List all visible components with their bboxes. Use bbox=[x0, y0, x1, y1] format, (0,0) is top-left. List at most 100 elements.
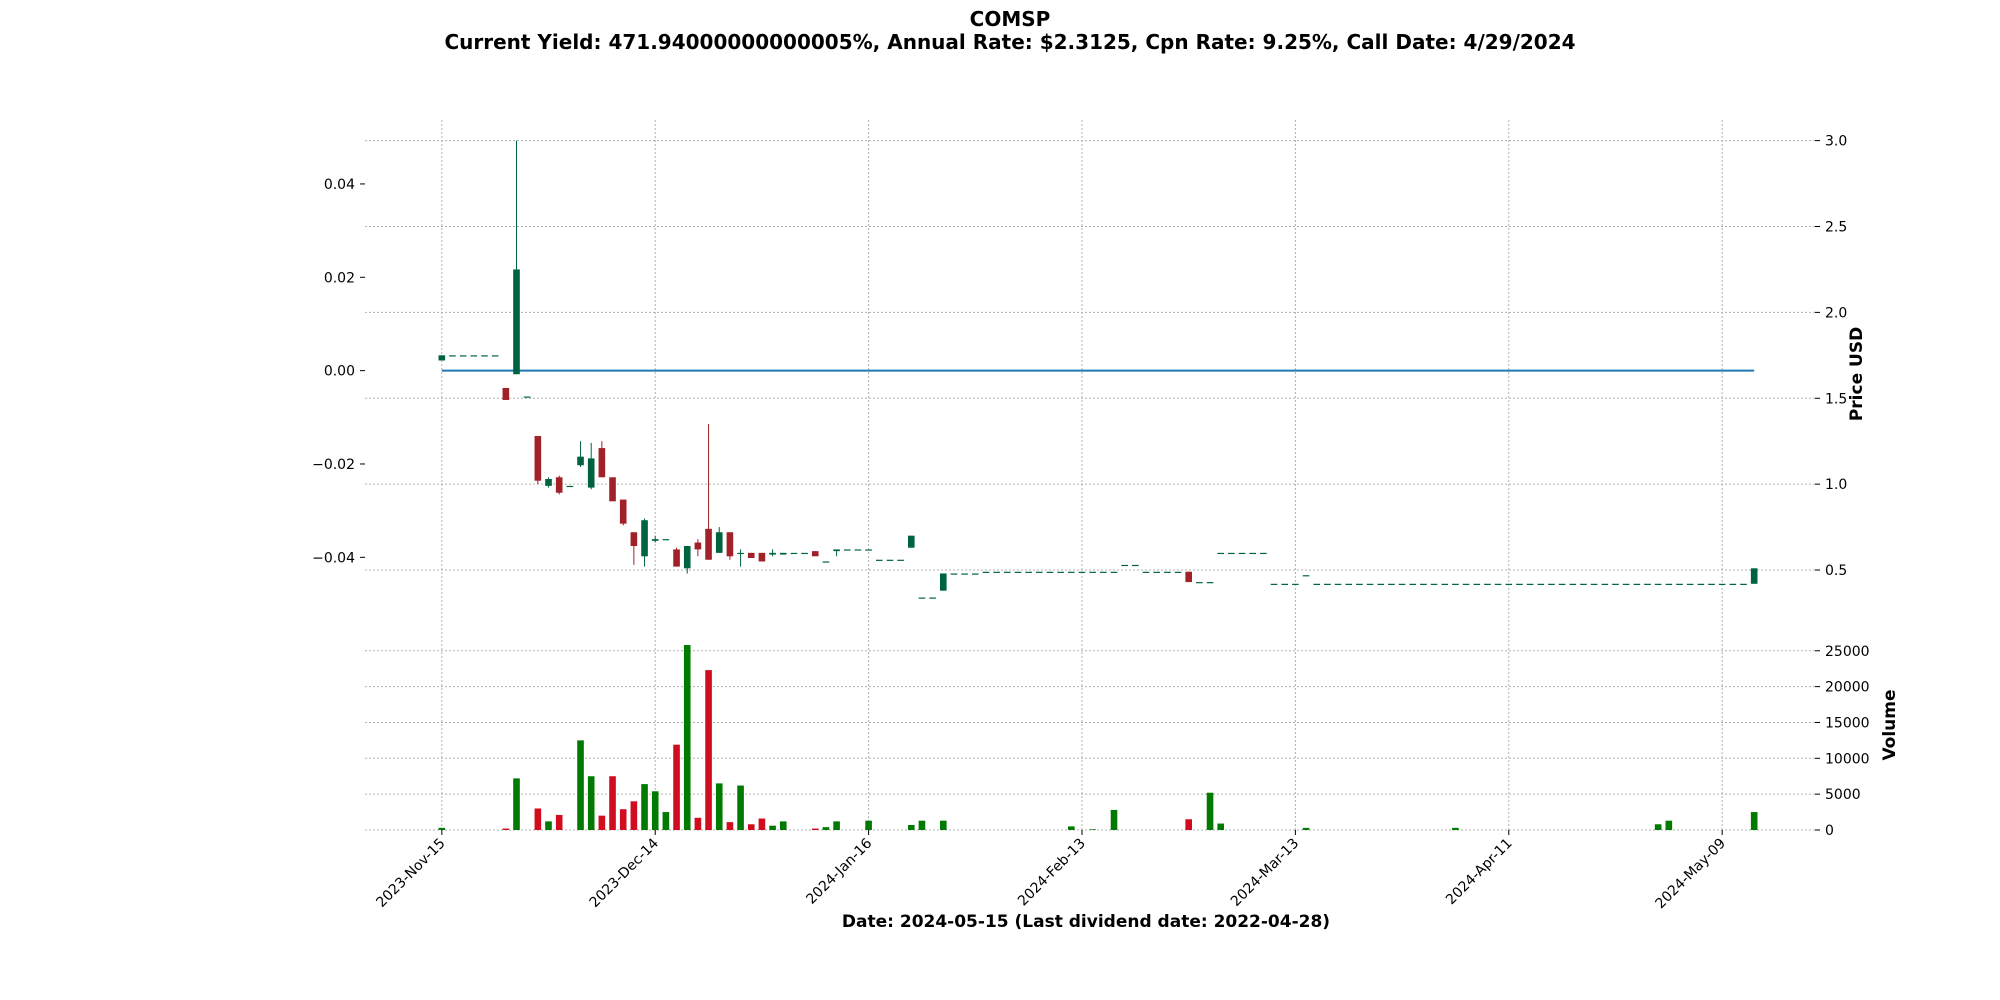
candle-body bbox=[545, 478, 552, 486]
candle-body bbox=[1537, 583, 1545, 585]
candle-body bbox=[1014, 571, 1022, 573]
volume-bar bbox=[939, 820, 947, 830]
candle-body bbox=[993, 571, 1000, 573]
candle-body bbox=[1302, 575, 1310, 577]
price-tick-label: 1.0 bbox=[1825, 477, 1847, 493]
candle-body bbox=[801, 552, 808, 555]
candle-body bbox=[513, 269, 520, 375]
candle-body bbox=[1441, 583, 1449, 585]
volume-bar bbox=[811, 828, 819, 830]
volume-bar bbox=[438, 827, 446, 830]
candle-body bbox=[1249, 552, 1257, 555]
candle-body bbox=[747, 552, 755, 559]
price-tick-label: 2.5 bbox=[1825, 219, 1847, 235]
candle-body bbox=[971, 573, 979, 575]
candle-body bbox=[438, 355, 446, 361]
yield-tick-label: −0.04 bbox=[312, 550, 355, 566]
volume-bar bbox=[737, 785, 744, 830]
candle-body bbox=[1452, 583, 1459, 585]
candle-body bbox=[481, 355, 488, 357]
candle-body bbox=[1644, 583, 1651, 585]
chart-title: COMSP bbox=[970, 7, 1051, 31]
candle-body bbox=[502, 387, 510, 400]
candle-body bbox=[1270, 583, 1278, 585]
x-tick-label: 2023-Nov-15 bbox=[373, 836, 448, 911]
candle-body bbox=[662, 539, 670, 541]
volume-bar bbox=[673, 744, 680, 830]
volume-bars-layer bbox=[438, 645, 1758, 830]
yield-tick-label: 0.02 bbox=[324, 270, 355, 286]
x-tick-label: 2024-Feb-13 bbox=[1015, 836, 1089, 910]
candle-body bbox=[769, 552, 776, 555]
candle-body bbox=[1089, 571, 1096, 573]
candle-body bbox=[609, 477, 616, 502]
yield-tick-label: −0.02 bbox=[312, 457, 355, 473]
candle-body bbox=[779, 552, 787, 555]
volume-bar bbox=[545, 821, 552, 830]
candle-body bbox=[694, 542, 702, 550]
candle-body bbox=[715, 532, 723, 553]
volume-tick-label: 5000 bbox=[1825, 787, 1861, 803]
candle-body bbox=[1526, 583, 1534, 585]
volume-bar bbox=[619, 809, 627, 830]
candle-body bbox=[961, 573, 968, 575]
candle-body bbox=[1516, 583, 1523, 585]
candle-body bbox=[1164, 571, 1171, 573]
candle-body bbox=[1036, 571, 1043, 573]
candle-body bbox=[1313, 583, 1321, 585]
candle-body bbox=[1334, 583, 1342, 585]
candle-body bbox=[449, 355, 456, 357]
candle-body bbox=[1729, 583, 1737, 585]
volume-bar bbox=[651, 791, 659, 830]
volume-bar bbox=[705, 670, 712, 830]
candle-body bbox=[843, 549, 851, 551]
candle-body bbox=[1121, 564, 1128, 567]
candle-body bbox=[1718, 583, 1726, 585]
candle-body bbox=[1484, 583, 1491, 585]
candle-body bbox=[907, 535, 915, 548]
candles-layer bbox=[438, 140, 1758, 599]
volume-bar bbox=[726, 822, 734, 830]
axis-ticks: 2023-Nov-15 2023-Dec-14 2024-Jan-16 2024-Fe… bbox=[312, 134, 1869, 912]
x-tick-label: 2024-Apr-11 bbox=[1443, 836, 1516, 909]
candle-body bbox=[1110, 571, 1118, 573]
candle-body bbox=[1708, 583, 1715, 585]
volume-bar bbox=[1068, 826, 1075, 830]
grid-lines bbox=[365, 120, 1815, 831]
candle-body bbox=[1260, 552, 1267, 555]
candle-body bbox=[1740, 583, 1747, 585]
candle-body bbox=[470, 355, 478, 357]
candle-body bbox=[1046, 571, 1054, 573]
volume-bar bbox=[641, 784, 648, 830]
candle-body bbox=[1004, 571, 1011, 573]
candle-body bbox=[939, 573, 947, 591]
candle-body bbox=[1057, 571, 1064, 573]
candle-body bbox=[1494, 583, 1502, 585]
candle-body bbox=[630, 532, 638, 546]
candle-body bbox=[897, 559, 904, 561]
candle-body bbox=[1654, 583, 1662, 585]
candle-body bbox=[1206, 582, 1214, 584]
candle-body bbox=[1398, 583, 1406, 585]
candle-body bbox=[705, 528, 712, 560]
yield-tick-label: 0.00 bbox=[324, 364, 355, 380]
volume-tick-label: 10000 bbox=[1825, 751, 1870, 767]
candle-body bbox=[1132, 564, 1139, 567]
candle-body bbox=[822, 561, 830, 563]
candle-body bbox=[726, 532, 734, 557]
candle-body bbox=[918, 597, 926, 599]
candle-body bbox=[1665, 583, 1673, 585]
candle-body bbox=[1185, 571, 1193, 583]
candle-body bbox=[1420, 583, 1427, 585]
candle-body bbox=[1676, 583, 1683, 585]
candle-body bbox=[1281, 583, 1289, 585]
x-tick-label: 2023-Dec-14 bbox=[587, 835, 662, 910]
candle-body bbox=[1366, 583, 1374, 585]
candle-body bbox=[1569, 583, 1577, 585]
candle-body bbox=[1068, 571, 1075, 573]
volume-bar bbox=[555, 814, 563, 830]
candle-body bbox=[1580, 583, 1587, 585]
candle-body bbox=[523, 396, 531, 398]
volume-bar bbox=[534, 808, 542, 830]
volume-bar bbox=[694, 817, 702, 830]
